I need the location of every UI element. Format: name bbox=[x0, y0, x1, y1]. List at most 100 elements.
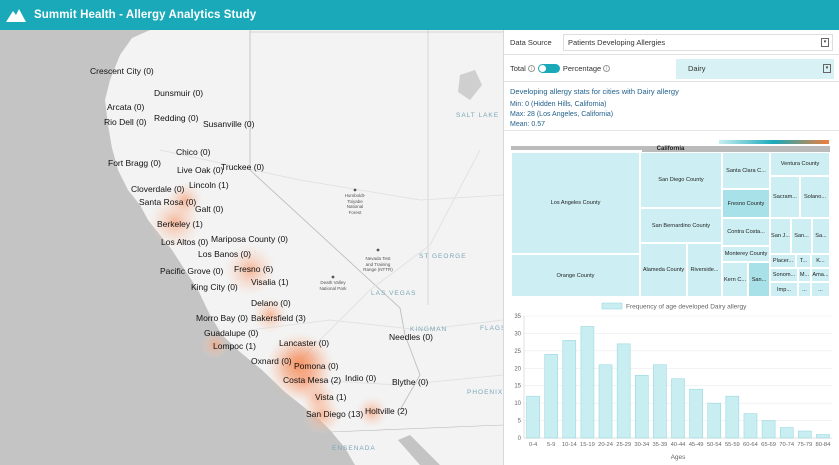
y-tick-label: 20 bbox=[514, 366, 521, 372]
city-label[interactable]: Delano (0) bbox=[251, 298, 291, 308]
city-label[interactable]: Chico (0) bbox=[176, 147, 211, 157]
city-label[interactable]: Cloverdale (0) bbox=[131, 184, 185, 194]
city-label[interactable]: Guadalupe (0) bbox=[204, 328, 259, 338]
treemap-cell[interactable]: Contra Costa... bbox=[722, 218, 770, 246]
treemap-cell[interactable]: San Diego County bbox=[640, 152, 722, 208]
treemap-cell[interactable]: Los Angeles County bbox=[509, 150, 642, 256]
treemap-state-header[interactable]: California bbox=[511, 146, 830, 152]
treemap-cell[interactable]: San Bernardino County bbox=[640, 208, 722, 243]
city-label[interactable]: Susanville (0) bbox=[203, 119, 255, 129]
city-label[interactable]: Blythe (0) bbox=[392, 377, 429, 387]
x-tick-label: 30-34 bbox=[634, 442, 650, 448]
y-tick-label: 15 bbox=[514, 384, 521, 390]
allergy-select[interactable]: Dairy ▾ bbox=[676, 59, 834, 79]
city-label[interactable]: Lancaster (0) bbox=[279, 338, 330, 348]
treemap-cell[interactable]: San J... bbox=[770, 218, 791, 254]
city-label[interactable]: Fresno (6) bbox=[234, 264, 274, 274]
treemap-cell[interactable]: Ama... bbox=[811, 268, 830, 282]
treemap-cell[interactable]: T... bbox=[796, 254, 811, 268]
city-label[interactable]: Berkeley (1) bbox=[157, 219, 203, 229]
treemap-cell[interactable]: Alameda County bbox=[640, 243, 687, 297]
treemap-cell[interactable]: ... bbox=[798, 282, 811, 297]
city-label[interactable]: San Diego (13) bbox=[306, 409, 364, 419]
histogram-bar[interactable] bbox=[598, 364, 613, 439]
city-label[interactable]: Visalia (1) bbox=[251, 277, 289, 287]
city-label[interactable]: Live Oak (0) bbox=[177, 165, 224, 175]
histogram-bar[interactable] bbox=[761, 420, 776, 439]
map-poi-label: Death Valley National Park bbox=[319, 280, 347, 291]
histogram-bar[interactable] bbox=[562, 340, 577, 439]
treemap-cell[interactable]: M... bbox=[798, 268, 811, 282]
histogram-bar[interactable] bbox=[634, 375, 649, 439]
histogram-bar[interactable] bbox=[526, 395, 540, 439]
city-label[interactable]: Galt (0) bbox=[195, 204, 224, 214]
treemap-cell[interactable]: Riverside... bbox=[687, 243, 722, 297]
city-label[interactable]: Needles (0) bbox=[389, 332, 433, 342]
histogram-bar[interactable] bbox=[798, 430, 812, 439]
city-label[interactable]: Rio Dell (0) bbox=[104, 117, 147, 127]
data-source-value: Patients Developing Allergies bbox=[568, 38, 666, 47]
treemap-cell[interactable]: ... bbox=[811, 282, 830, 297]
total-percentage-toggle[interactable]: Total i Percentage i bbox=[510, 64, 611, 73]
city-label[interactable]: Pacific Grove (0) bbox=[160, 266, 224, 276]
histogram-bar[interactable] bbox=[580, 326, 595, 439]
city-label[interactable]: Indio (0) bbox=[345, 373, 377, 383]
treemap-cell[interactable]: Sacram... bbox=[770, 176, 800, 218]
city-label[interactable]: Holtville (2) bbox=[365, 406, 408, 416]
treemap-cell[interactable]: Placer... bbox=[770, 254, 796, 268]
treemap-cell[interactable]: K... bbox=[811, 254, 830, 268]
histogram-bar[interactable] bbox=[544, 354, 558, 439]
treemap-cell[interactable]: Orange County bbox=[511, 254, 640, 297]
city-label[interactable]: Lompoc (1) bbox=[213, 341, 256, 351]
treemap-cell[interactable]: Ventura County bbox=[770, 152, 830, 176]
treemap-cell[interactable]: San... bbox=[748, 262, 770, 297]
city-label[interactable]: King City (0) bbox=[191, 282, 238, 292]
city-label[interactable]: Lincoln (1) bbox=[189, 180, 229, 190]
data-source-select[interactable]: Patients Developing Allergies ▾ bbox=[563, 34, 833, 51]
histogram-bar[interactable] bbox=[743, 413, 758, 439]
city-label[interactable]: Vista (1) bbox=[315, 392, 347, 402]
treemap-cell[interactable]: Monterey County bbox=[722, 246, 770, 262]
city-label[interactable]: Redding (0) bbox=[154, 113, 199, 123]
histogram-bar[interactable] bbox=[616, 343, 631, 439]
histogram-bar[interactable] bbox=[779, 427, 794, 439]
city-label[interactable]: Fort Bragg (0) bbox=[108, 158, 161, 168]
treemap-cell[interactable]: Fresno County bbox=[722, 189, 770, 218]
city-label[interactable]: Arcata (0) bbox=[107, 102, 145, 112]
city-label[interactable]: Oxnard (0) bbox=[251, 356, 292, 366]
treemap-cell[interactable]: Santa Clara C... bbox=[722, 152, 770, 189]
treemap-cell[interactable]: San... bbox=[791, 218, 812, 254]
city-label[interactable]: Dunsmuir (0) bbox=[154, 88, 204, 98]
treemap-cell[interactable]: Solano... bbox=[800, 176, 830, 218]
treemap-cell[interactable]: Sa... bbox=[812, 218, 830, 254]
city-label[interactable]: Los Banos (0) bbox=[198, 249, 251, 259]
histogram-bar[interactable] bbox=[689, 388, 703, 439]
treemap-cell[interactable]: Kern C... bbox=[722, 262, 748, 297]
x-tick-label: 15-19 bbox=[580, 442, 595, 448]
histogram-bar[interactable] bbox=[653, 364, 667, 439]
treemap-cell[interactable]: Sonom... bbox=[770, 268, 798, 282]
city-label[interactable]: Morro Bay (0) bbox=[196, 313, 248, 323]
map-view[interactable]: SALT LAKE ST GEORGE LAS VEGAS KINGMAN FLAGST… bbox=[0, 30, 503, 465]
map-place-label: FLAGST bbox=[480, 325, 503, 332]
mountain-logo-icon bbox=[6, 9, 26, 22]
city-label[interactable]: Mariposa County (0) bbox=[211, 234, 289, 244]
info-icon[interactable]: i bbox=[603, 65, 611, 72]
map-place-label: LAS VEGAS bbox=[371, 290, 417, 297]
histogram-bar[interactable] bbox=[671, 378, 685, 439]
histogram-bar[interactable] bbox=[707, 402, 722, 439]
city-label[interactable]: Bakersfield (3) bbox=[251, 313, 306, 323]
city-label[interactable]: Costa Mesa (2) bbox=[283, 375, 342, 385]
info-icon[interactable]: i bbox=[527, 65, 535, 72]
treemap-cell[interactable]: Imp... bbox=[770, 282, 798, 297]
city-label[interactable]: Pomona (0) bbox=[294, 361, 339, 371]
city-label[interactable]: Santa Rosa (0) bbox=[139, 197, 197, 207]
histogram-bar[interactable] bbox=[816, 434, 830, 439]
x-tick-label: 40-44 bbox=[671, 442, 687, 448]
histogram-bar[interactable] bbox=[725, 395, 740, 439]
city-label[interactable]: Los Altos (0) bbox=[161, 237, 209, 247]
legend-label[interactable]: Frequency of age developed Dairy allergy bbox=[626, 304, 747, 311]
city-label[interactable]: Crescent City (0) bbox=[90, 66, 154, 76]
city-label[interactable]: Truckee (0) bbox=[221, 162, 265, 172]
toggle-switch[interactable] bbox=[537, 64, 560, 73]
